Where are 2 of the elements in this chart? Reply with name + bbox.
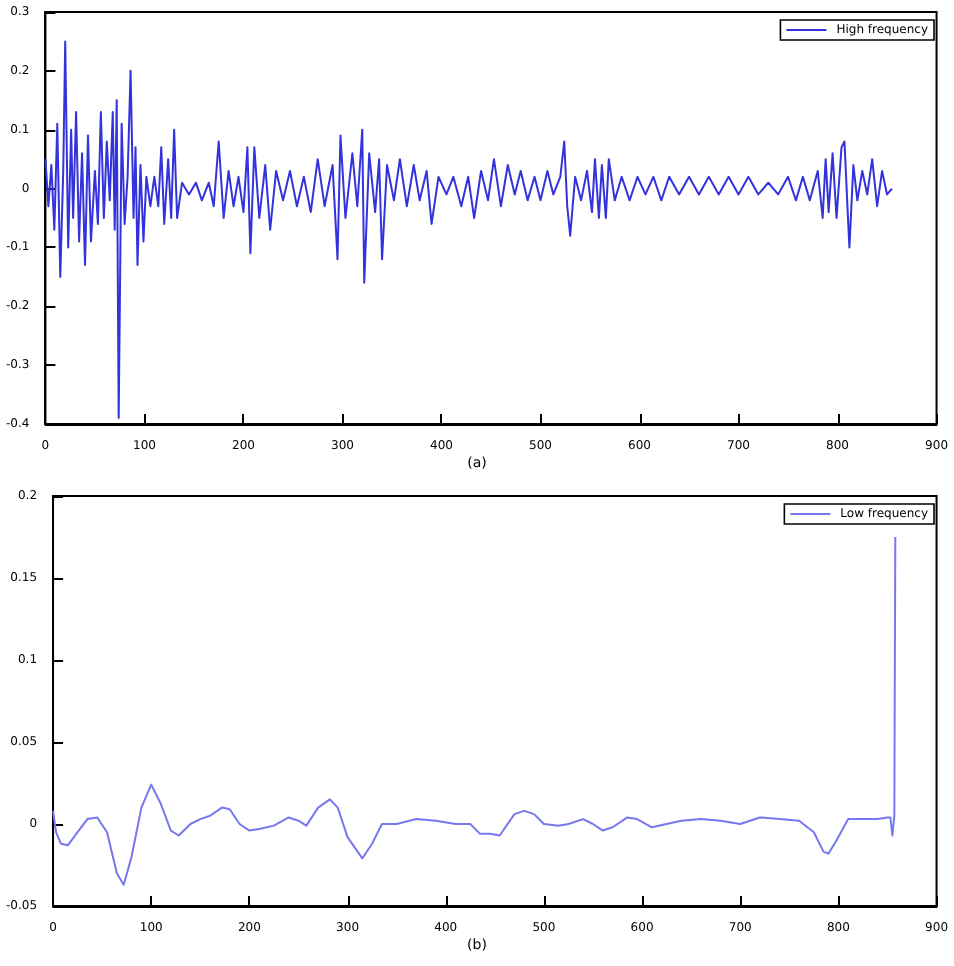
line-series (52, 536, 897, 886)
line-series (44, 40, 893, 420)
